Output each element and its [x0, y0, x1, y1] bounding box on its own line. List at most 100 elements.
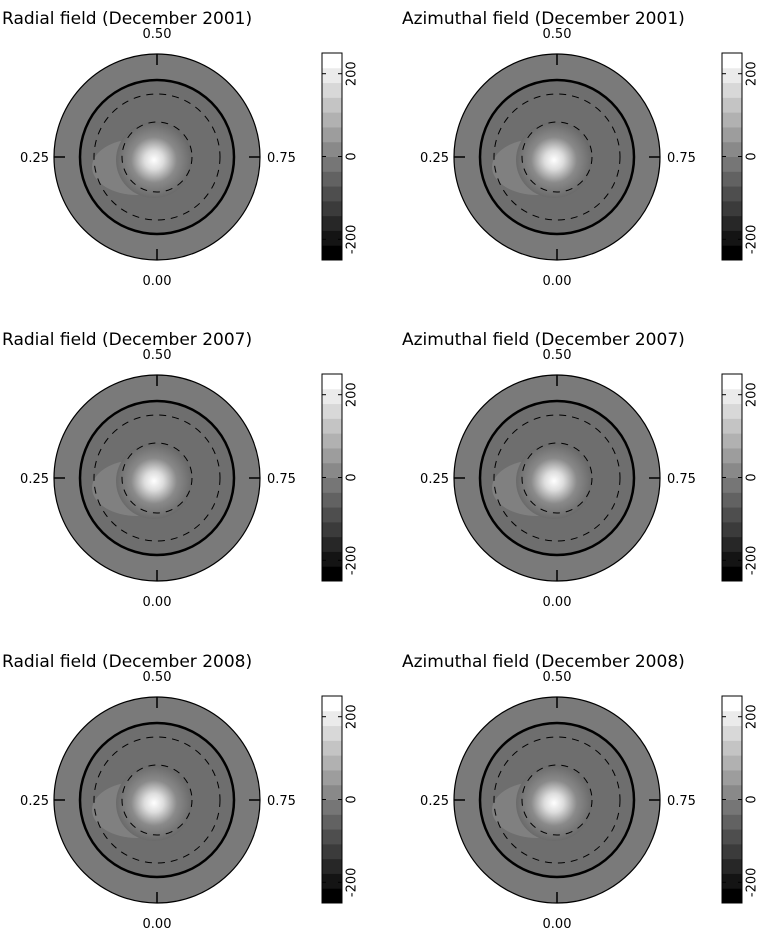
colorbar-step	[722, 374, 742, 390]
colorbar-step	[322, 507, 342, 523]
latitude-dashed	[121, 442, 193, 514]
colorbar-step	[322, 696, 342, 712]
phase-label: 0.75	[267, 794, 296, 809]
panel-title: Azimuthal field (December 2007)	[402, 330, 685, 350]
colorbar-step	[722, 507, 742, 523]
colorbar-step	[722, 784, 742, 800]
colorbar-step	[322, 200, 342, 217]
colorbar-step	[322, 755, 342, 771]
colorbar-step	[722, 536, 742, 552]
colorbar-step	[322, 97, 342, 113]
colorbar-label: 0	[745, 795, 760, 803]
colorbar-step	[722, 814, 742, 830]
colorbar-step	[322, 799, 342, 815]
colorbar-label: -200	[745, 225, 760, 255]
colorbar-step	[322, 245, 342, 261]
colorbar-step	[722, 858, 742, 874]
phase-label: 0.50	[543, 348, 572, 363]
colorbar-step	[322, 829, 342, 845]
panel-title: Radial field (December 2007)	[2, 330, 252, 350]
phase-label: 0.25	[420, 472, 449, 487]
colorbar-step	[722, 447, 742, 464]
colorbar-step	[722, 230, 742, 246]
colorbar-step	[722, 873, 742, 889]
colorbar-step	[322, 521, 342, 538]
colorbar-step	[322, 447, 342, 464]
colorbar-step	[322, 230, 342, 246]
colorbar-step	[722, 433, 742, 449]
field-spot	[516, 443, 592, 519]
colorbar-step	[722, 551, 742, 567]
phase-label: 0.75	[267, 472, 296, 487]
colorbar-step	[722, 521, 742, 538]
colorbar-label: -200	[345, 225, 360, 255]
colorbar-step	[722, 740, 742, 756]
colorbar-step	[322, 769, 342, 786]
colorbar-step	[722, 53, 742, 69]
field-spot	[116, 765, 192, 841]
colorbar-step	[322, 112, 342, 128]
phase-label: 0.25	[420, 794, 449, 809]
phase-label: 0.00	[143, 595, 172, 610]
colorbar-step	[722, 696, 742, 712]
latitude-circle	[478, 78, 636, 236]
colorbar-step	[322, 536, 342, 552]
field-spot	[516, 122, 592, 198]
colorbar-step	[722, 755, 742, 771]
colorbar-step	[322, 156, 342, 172]
latitude-dashed	[493, 414, 621, 542]
colorbar-step	[322, 126, 342, 143]
colorbar-step	[322, 433, 342, 449]
colorbar-label: 0	[345, 795, 360, 803]
colorbar-label: 200	[345, 61, 360, 86]
colorbar-step	[722, 156, 742, 172]
colorbar-label: 0	[345, 152, 360, 160]
colorbar-step	[322, 82, 342, 98]
phase-label: 0.00	[543, 595, 572, 610]
colorbar-label: 0	[345, 473, 360, 481]
colorbar-step	[322, 566, 342, 582]
latitude-dashed	[121, 764, 193, 836]
colorbar-step	[722, 477, 742, 493]
colorbar-label: 200	[745, 61, 760, 86]
phase-label: 0.50	[543, 27, 572, 42]
phase-label: 0.50	[143, 27, 172, 42]
latitude-circle	[78, 78, 236, 236]
colorbar-step	[722, 799, 742, 815]
latitude-dashed	[493, 736, 621, 864]
colorbar-step	[722, 112, 742, 128]
phase-label: 0.00	[543, 917, 572, 932]
colorbar-step	[322, 215, 342, 231]
colorbar-step	[722, 215, 742, 231]
colorbar-step	[722, 492, 742, 508]
colorbar-step	[322, 858, 342, 874]
colorbar-step	[322, 388, 342, 405]
colorbar-step	[722, 141, 742, 157]
phase-label: 0.25	[20, 794, 49, 809]
phase-label: 0.75	[667, 151, 696, 166]
colorbar-step	[722, 843, 742, 860]
colorbar-step	[322, 492, 342, 508]
colorbar-step	[722, 769, 742, 786]
colorbar-label: -200	[745, 868, 760, 898]
latitude-circle	[78, 399, 236, 557]
latitude-dashed	[521, 442, 593, 514]
latitude-dashed	[93, 414, 221, 542]
colorbar-label: -200	[745, 546, 760, 576]
colorbar-label: 200	[345, 382, 360, 407]
colorbar-label: 200	[745, 704, 760, 729]
field-spot	[516, 765, 592, 841]
colorbar-label: -200	[345, 868, 360, 898]
phase-label: 0.25	[20, 472, 49, 487]
colorbar-step	[722, 126, 742, 143]
colorbar-step	[722, 566, 742, 582]
panel-title: Radial field (December 2008)	[2, 652, 252, 672]
phase-label: 0.50	[143, 670, 172, 685]
phase-label: 0.00	[543, 274, 572, 289]
colorbar-step	[322, 171, 342, 187]
phase-label: 0.00	[143, 274, 172, 289]
colorbar-step	[722, 829, 742, 845]
phase-label: 0.00	[143, 917, 172, 932]
phase-label: 0.75	[667, 794, 696, 809]
latitude-dashed	[521, 764, 593, 836]
